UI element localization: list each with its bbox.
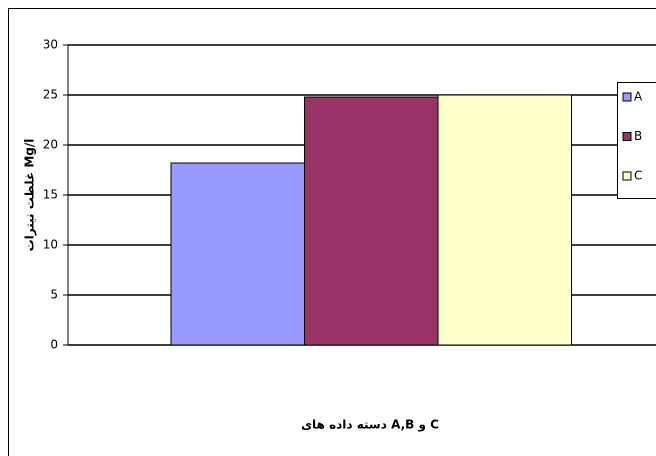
y-tick-label: 15: [43, 188, 58, 202]
y-tick-label: 20: [43, 138, 58, 152]
legend-swatch: [622, 171, 632, 181]
y-tick-label: 5: [50, 288, 58, 302]
legend-swatch: [622, 132, 632, 141]
legend-swatch: [622, 92, 632, 102]
y-tick-label: 30: [43, 38, 58, 52]
y-tick-label: 10: [43, 238, 58, 252]
x-axis-label: دسته داده های A,B و C: [301, 418, 439, 433]
bar: [304, 96, 439, 346]
legend-label: A: [634, 90, 643, 104]
legend-label: C: [634, 169, 642, 183]
y-tick-label: 0: [50, 338, 58, 352]
y-axis-label: غلظت نیترات Mg/l: [23, 139, 37, 252]
bar: [437, 94, 572, 346]
bar: [170, 162, 305, 346]
y-tick-label: 25: [43, 88, 58, 102]
legend-label: B: [634, 129, 642, 143]
